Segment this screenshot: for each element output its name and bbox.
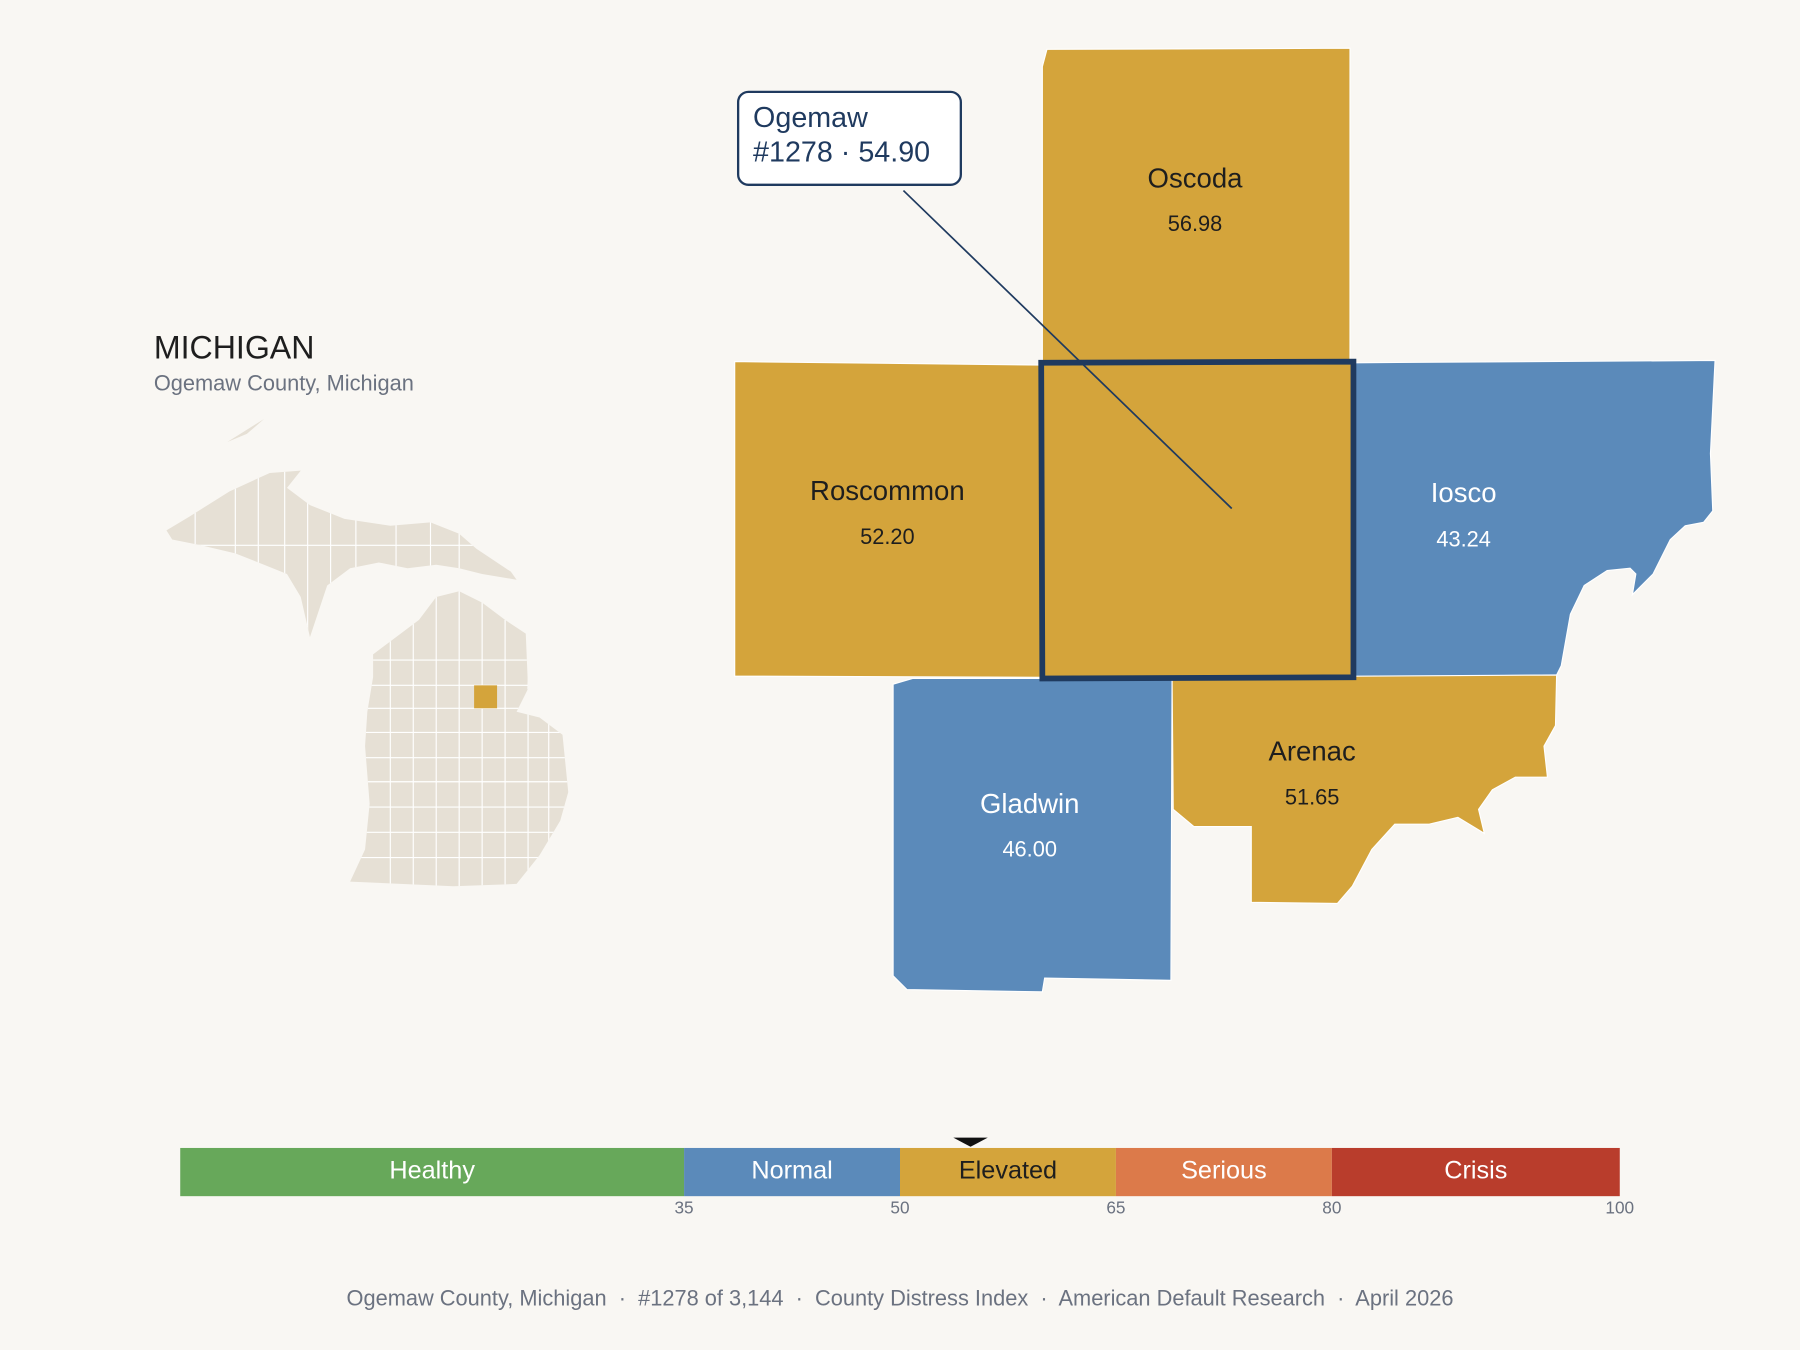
county[interactable] [1041,47,1351,364]
county-name: Gladwin [980,788,1080,819]
county-name: Roscommon [810,475,965,506]
scale-band [1331,1147,1620,1197]
scale-band-label: Elevated [959,1157,1057,1185]
selected-county[interactable] [1038,358,1357,682]
county[interactable] [1171,674,1558,905]
callout-leader [902,189,1233,510]
county-value: 52.20 [860,524,915,549]
callout-detail: #1278 · 54.90 [753,136,930,168]
county-value: 51.65 [1285,785,1340,810]
scale-tick-label: 80 [1322,1197,1341,1217]
county[interactable] [1352,359,1716,678]
county[interactable] [734,361,1043,678]
county-map: Oscoda 56.98 Roscommon 52.20 Iosco 43.24… [734,47,1716,993]
footer: Ogemaw County, Michigan · #1278 of 3,144… [347,1285,1454,1310]
county-value: 43.24 [1436,526,1491,551]
scale-band-label: Normal [751,1157,832,1185]
scale-tick-label: 50 [890,1197,909,1217]
score-marker [953,1137,988,1147]
callout-name: Ogemaw [753,102,868,134]
scale-band [900,1147,1116,1197]
upper-peninsula [166,470,517,638]
state-subtitle: Ogemaw County, Michigan [154,370,414,395]
scale-band-label: Serious [1181,1157,1267,1185]
county-grid-up [166,470,517,638]
county-value: 56.98 [1168,211,1223,236]
scale-tick-label: 65 [1106,1197,1125,1217]
callout-box [736,90,962,186]
island [227,419,265,442]
scale-band [180,1147,685,1197]
county-value: 46.00 [1002,836,1057,861]
scale-legend: Healthy Normal Elevated Serious Crisis 35 50 65… [180,1137,1634,1217]
scale-band-label: Crisis [1444,1157,1507,1185]
scale-tick-label: 35 [674,1197,693,1217]
state-minimap [166,419,569,887]
scale-band-label: Healthy [389,1157,475,1185]
county-name: Arenac [1268,735,1356,766]
highlight-county [474,685,498,709]
county-name: Oscoda [1148,163,1244,194]
scale-band [1115,1147,1332,1197]
county-name: Iosco [1431,477,1497,508]
scale-band [684,1147,900,1197]
state-title: MICHIGAN [154,330,315,366]
county[interactable] [892,677,1173,993]
scale-tick-label: 100 [1605,1197,1634,1217]
county-grid [350,591,569,887]
